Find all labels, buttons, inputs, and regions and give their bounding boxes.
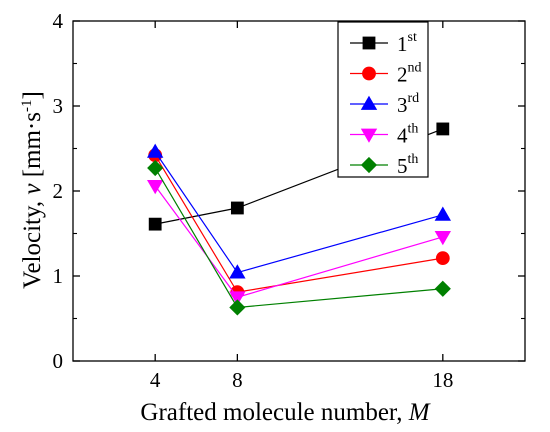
legend-marker: [360, 95, 378, 110]
series-5th: [147, 159, 451, 316]
y-tick-label: 1: [53, 264, 64, 288]
y-axis-title-unit: [mm·s: [19, 112, 46, 184]
legend-marker: [362, 66, 376, 81]
x-axis-title-text: Grafted molecule number,: [140, 399, 408, 426]
data-point: [146, 143, 164, 158]
legend-label: 5th: [397, 152, 418, 178]
series-3rd: [146, 143, 452, 279]
legend-box: [337, 21, 429, 178]
x-axis-title-variable: M: [408, 399, 431, 426]
data-point: [434, 280, 451, 297]
series-4th: [146, 179, 452, 306]
legend-marker: [360, 128, 378, 143]
x-axis: 4 8 18: [150, 21, 453, 392]
data-point: [434, 230, 452, 246]
data-point: [148, 217, 162, 231]
legend-marker: [362, 36, 376, 50]
data-point: [229, 291, 246, 306]
legend-label: 2nd: [397, 61, 422, 87]
y-tick-label: 3: [53, 94, 64, 118]
legend: 1st 2nd 3rd 4th 5th: [337, 21, 429, 178]
x-tick-label: 4: [150, 368, 161, 392]
legend-label: 3rd: [397, 91, 419, 117]
data-point: [436, 122, 450, 136]
y-tick-label: 0: [53, 349, 64, 373]
data-point: [229, 299, 246, 316]
series-line: [154, 167, 443, 309]
y-axis-title: Velocity, v [mm·s-1]: [19, 91, 46, 289]
legend-item: 4th: [350, 122, 418, 148]
y-tick-label: 2: [53, 179, 64, 203]
y-axis-title-unit-close: ]: [19, 91, 46, 99]
y-axis-title-variable: v: [19, 183, 46, 195]
series-layer: [146, 122, 452, 316]
y-axis-title-text: Velocity,: [19, 195, 46, 289]
legend-label: 4th: [397, 122, 418, 148]
data-point: [229, 264, 246, 279]
data-point: [147, 159, 164, 177]
y-tick-label: 4: [53, 9, 64, 33]
legend-label: 1st: [397, 30, 417, 56]
legend-item: 2nd: [350, 61, 422, 87]
x-tick-label: 8: [232, 368, 243, 392]
data-point: [435, 251, 450, 266]
legend-item: 5th: [350, 152, 418, 178]
y-axis-title-unit-exponent: -1: [19, 99, 35, 112]
x-axis-title: Grafted molecule number, M: [140, 399, 430, 426]
legend-item: 3rd: [350, 91, 419, 117]
legend-marker: [360, 156, 378, 174]
data-point: [434, 206, 452, 221]
legend-item: 1st: [350, 30, 417, 56]
data-point: [146, 179, 164, 195]
plot-area-border: [72, 20, 526, 362]
y-axis: 0 1 2 3 4: [53, 9, 525, 373]
x-tick-label: 18: [432, 368, 453, 392]
data-point: [230, 201, 244, 215]
plot-frame: [72, 20, 526, 362]
